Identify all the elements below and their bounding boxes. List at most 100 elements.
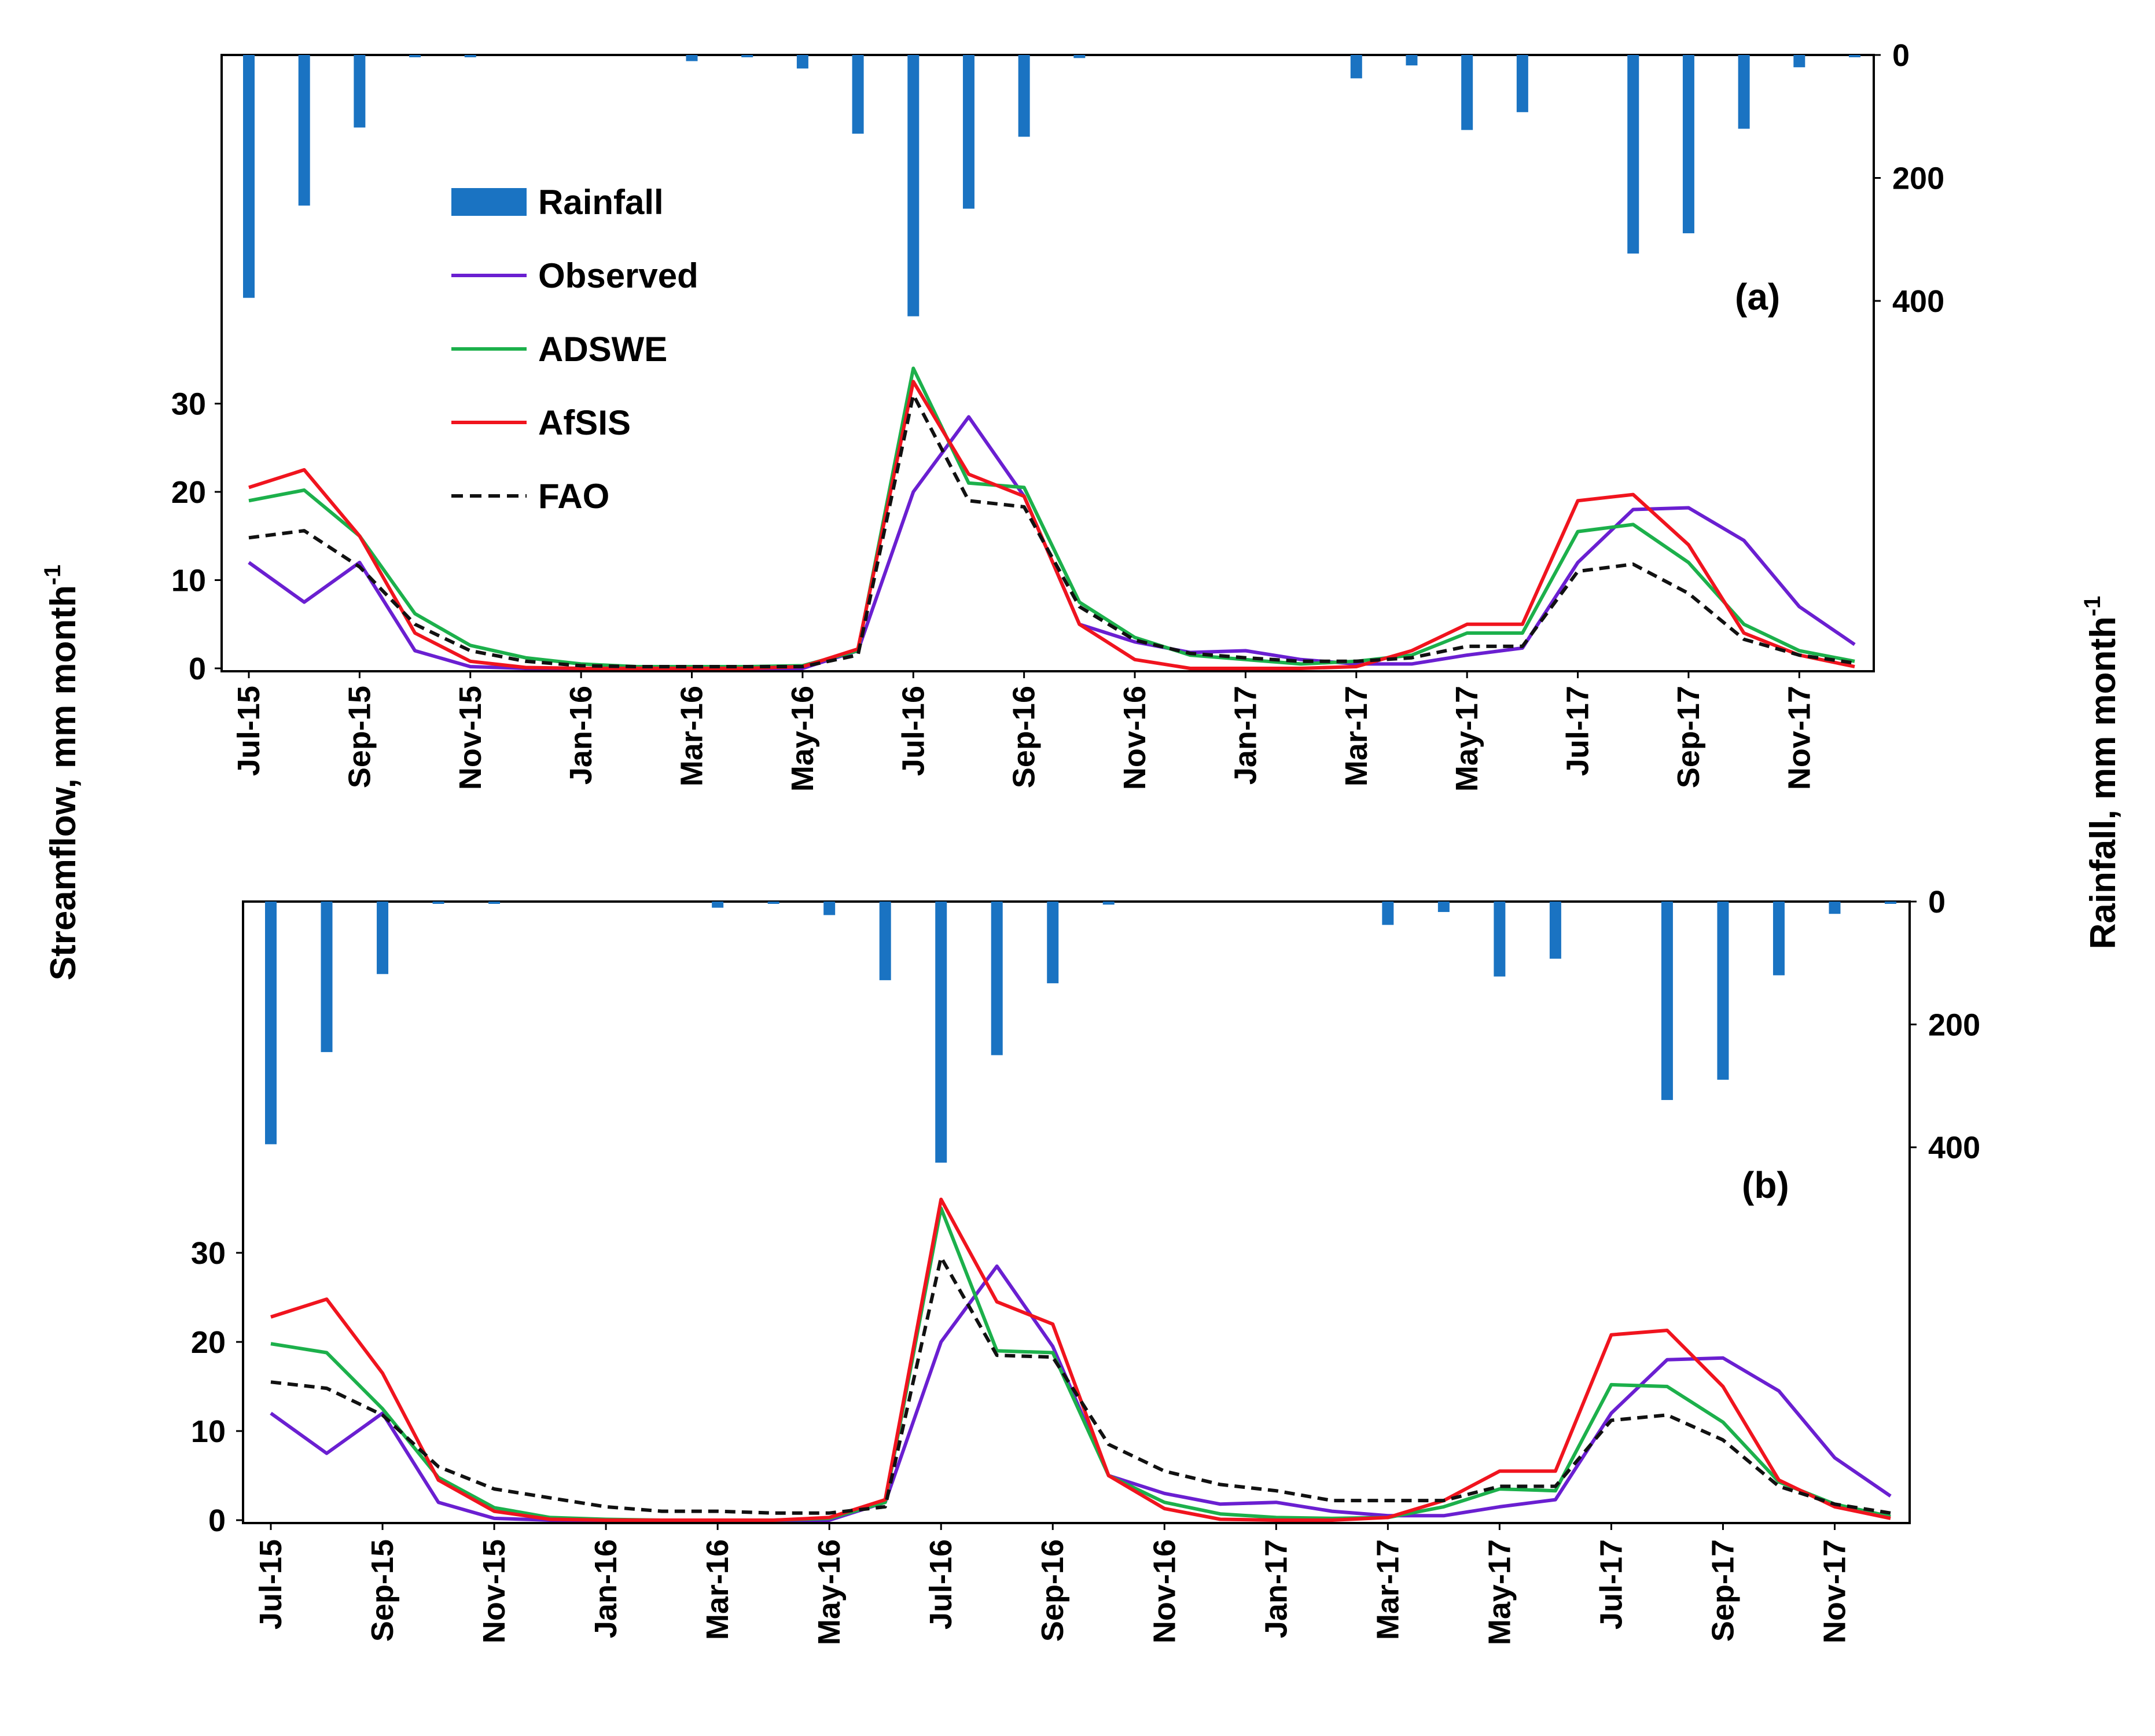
- rainfall-bar: [1382, 902, 1394, 925]
- rainfall-bar: [1661, 902, 1673, 1100]
- panel-b-x-ticks: Jul-15 Sep-15 Nov-15 Jan-16 Mar-16 May-16 Jul-…: [253, 1523, 1852, 1645]
- legend: Rainfall Observed ADSWE AfSIS FAO: [451, 183, 698, 516]
- panel-a-right-y-ticks: 0 200 400: [1874, 38, 1944, 319]
- rainfall-bar: [1047, 902, 1059, 984]
- x-tick-label: Jan-17: [1228, 686, 1263, 785]
- x-tick-label: Nov-17: [1817, 1539, 1852, 1643]
- y-right-axis-title-text: Rainfall, mm month: [2083, 616, 2123, 949]
- panel-a-frame: [220, 54, 1875, 672]
- rainfall-bar: [686, 55, 698, 61]
- rainfall-bar: [823, 902, 836, 915]
- y-left-axis-title-exponent: -1: [40, 565, 65, 586]
- x-tick-label: Jul-15: [253, 1539, 288, 1630]
- y-right-tick-label: 200: [1892, 161, 1944, 196]
- series-line-afsis: [248, 380, 1855, 670]
- x-tick-label: Nov-15: [477, 1539, 512, 1643]
- series-line-adswe: [270, 1207, 1891, 1522]
- x-tick-label: Sep-16: [1035, 1539, 1070, 1642]
- legend-label-fao: FAO: [538, 477, 609, 516]
- panel-b-frame: [242, 900, 1911, 1524]
- series-line-adswe: [248, 366, 1855, 668]
- x-tick-label: Mar-17: [1339, 686, 1374, 786]
- panel-a-lines: [248, 366, 1856, 670]
- legend-label-adswe: ADSWE: [538, 330, 667, 369]
- panel-a: Jul-15 Sep-15 Nov-15 Jan-16 Mar-16 May-16 Jul-…: [171, 38, 1944, 792]
- series-line-fao: [270, 1255, 1891, 1515]
- rainfall-bar: [1738, 55, 1750, 129]
- panel-b-rainfall-bars: [265, 902, 1896, 1163]
- y-right-tick-label: 400: [1892, 284, 1944, 319]
- rainfall-bar: [1885, 902, 1896, 904]
- x-tick-label: May-16: [785, 686, 820, 792]
- panel-b-lines: [270, 1197, 1892, 1522]
- y-left-tick-label: 20: [171, 475, 206, 510]
- x-tick-label: Sep-15: [342, 686, 377, 788]
- x-tick-label: Jul-17: [1561, 686, 1595, 776]
- rainfall-bar: [464, 55, 476, 57]
- rainfall-bar: [1406, 55, 1418, 66]
- x-tick-label: Sep-15: [365, 1539, 400, 1642]
- rainfall-bar: [1627, 55, 1639, 254]
- rainfall-bar: [432, 902, 444, 904]
- legend-swatch-rainfall: [451, 188, 527, 216]
- rainfall-bar: [243, 55, 255, 298]
- rainfall-bar: [1102, 902, 1115, 905]
- rainfall-bar: [1549, 902, 1561, 959]
- x-tick-label: Jan-16: [564, 686, 598, 785]
- y-right-axis-title-exponent: -1: [2080, 596, 2105, 617]
- y-left-tick-label: 0: [208, 1503, 226, 1538]
- rainfall-bar: [1793, 55, 1805, 68]
- x-tick-label: Sep-16: [1007, 686, 1042, 788]
- rainfall-bar: [354, 55, 366, 128]
- x-tick-label: May-17: [1482, 1539, 1517, 1645]
- y-left-tick-label: 0: [189, 652, 206, 686]
- x-tick-label: Sep-17: [1705, 1539, 1740, 1642]
- x-tick-label: Jan-17: [1259, 1539, 1293, 1638]
- panel-b-left-y-ticks: 0 10 20 30: [191, 1236, 243, 1538]
- rainfall-bar: [265, 902, 277, 1145]
- y-right-axis-title: Rainfall, mm month-1: [2080, 596, 2123, 950]
- y-left-tick-label: 20: [191, 1325, 226, 1360]
- y-right-tick-label: 400: [1928, 1131, 1980, 1165]
- rainfall-bar: [1350, 55, 1362, 79]
- x-tick-label: Nov-17: [1782, 686, 1816, 790]
- series-line-afsis: [270, 1197, 1891, 1522]
- x-tick-label: Mar-16: [700, 1539, 735, 1640]
- legend-label-observed: Observed: [538, 256, 698, 295]
- series-line-observed: [270, 1264, 1892, 1522]
- panel-a-left-y-ticks: 0 10 20 30: [171, 387, 222, 686]
- rainfall-bar: [1018, 55, 1030, 137]
- x-tick-label: May-17: [1450, 686, 1484, 792]
- y-right-tick-label: 200: [1928, 1007, 1980, 1042]
- rainfall-bar: [991, 902, 1003, 1055]
- rainfall-bar: [377, 902, 389, 974]
- rainfall-bar: [1682, 55, 1694, 234]
- x-tick-label: Mar-16: [675, 686, 709, 786]
- x-tick-label: Nov-16: [1147, 1539, 1182, 1643]
- y-left-tick-label: 10: [171, 564, 206, 598]
- rainfall-bar: [935, 902, 947, 1163]
- rainfall-bar: [796, 55, 808, 69]
- y-left-tick-label: 30: [191, 1236, 226, 1271]
- rainfall-bar: [321, 902, 333, 1053]
- x-tick-label: Jul-17: [1594, 1539, 1628, 1630]
- rainfall-bar: [712, 902, 724, 908]
- x-tick-label: Nov-15: [453, 686, 488, 790]
- rainfall-bar: [1829, 902, 1841, 914]
- rainfall-bar: [741, 55, 753, 57]
- rainfall-bar: [879, 902, 891, 980]
- rainfall-bar: [1516, 55, 1528, 112]
- panel-b-tag: (b): [1742, 1164, 1789, 1206]
- legend-label-afsis: AfSIS: [538, 403, 631, 442]
- rainfall-bar: [907, 55, 920, 317]
- rainfall-bar: [1461, 55, 1473, 130]
- rainfall-bar: [409, 55, 421, 57]
- panel-b: Jul-15 Sep-15 Nov-15 Jan-16 Mar-16 May-16 Jul-…: [191, 885, 1980, 1645]
- rainfall-bar: [298, 55, 310, 206]
- x-tick-label: Jan-16: [589, 1539, 623, 1638]
- y-right-tick-label: 0: [1928, 885, 1946, 920]
- x-tick-label: Jul-15: [231, 686, 266, 776]
- rainfall-bar: [767, 902, 779, 904]
- legend-label-rainfall: Rainfall: [538, 183, 664, 222]
- rainfall-bar: [1073, 55, 1086, 58]
